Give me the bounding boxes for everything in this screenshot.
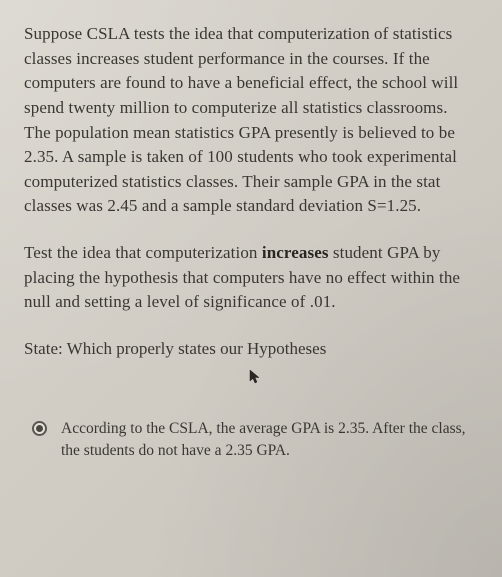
p2-bold-text: increases bbox=[262, 243, 329, 262]
radio-button[interactable] bbox=[32, 421, 47, 436]
paragraph-test: Test the idea that computerization incre… bbox=[24, 241, 478, 315]
question-content: Suppose CSLA tests the idea that compute… bbox=[0, 0, 502, 481]
option-text: According to the CSLA, the average GPA i… bbox=[61, 418, 470, 461]
cursor-icon bbox=[249, 369, 478, 390]
state-prompt: State: Which properly states our Hypothe… bbox=[24, 337, 478, 361]
paragraph-intro: Suppose CSLA tests the idea that compute… bbox=[24, 22, 478, 219]
answer-option[interactable]: According to the CSLA, the average GPA i… bbox=[24, 418, 478, 461]
radio-selected-dot bbox=[36, 425, 43, 432]
p2-pre-text: Test the idea that computerization bbox=[24, 243, 262, 262]
